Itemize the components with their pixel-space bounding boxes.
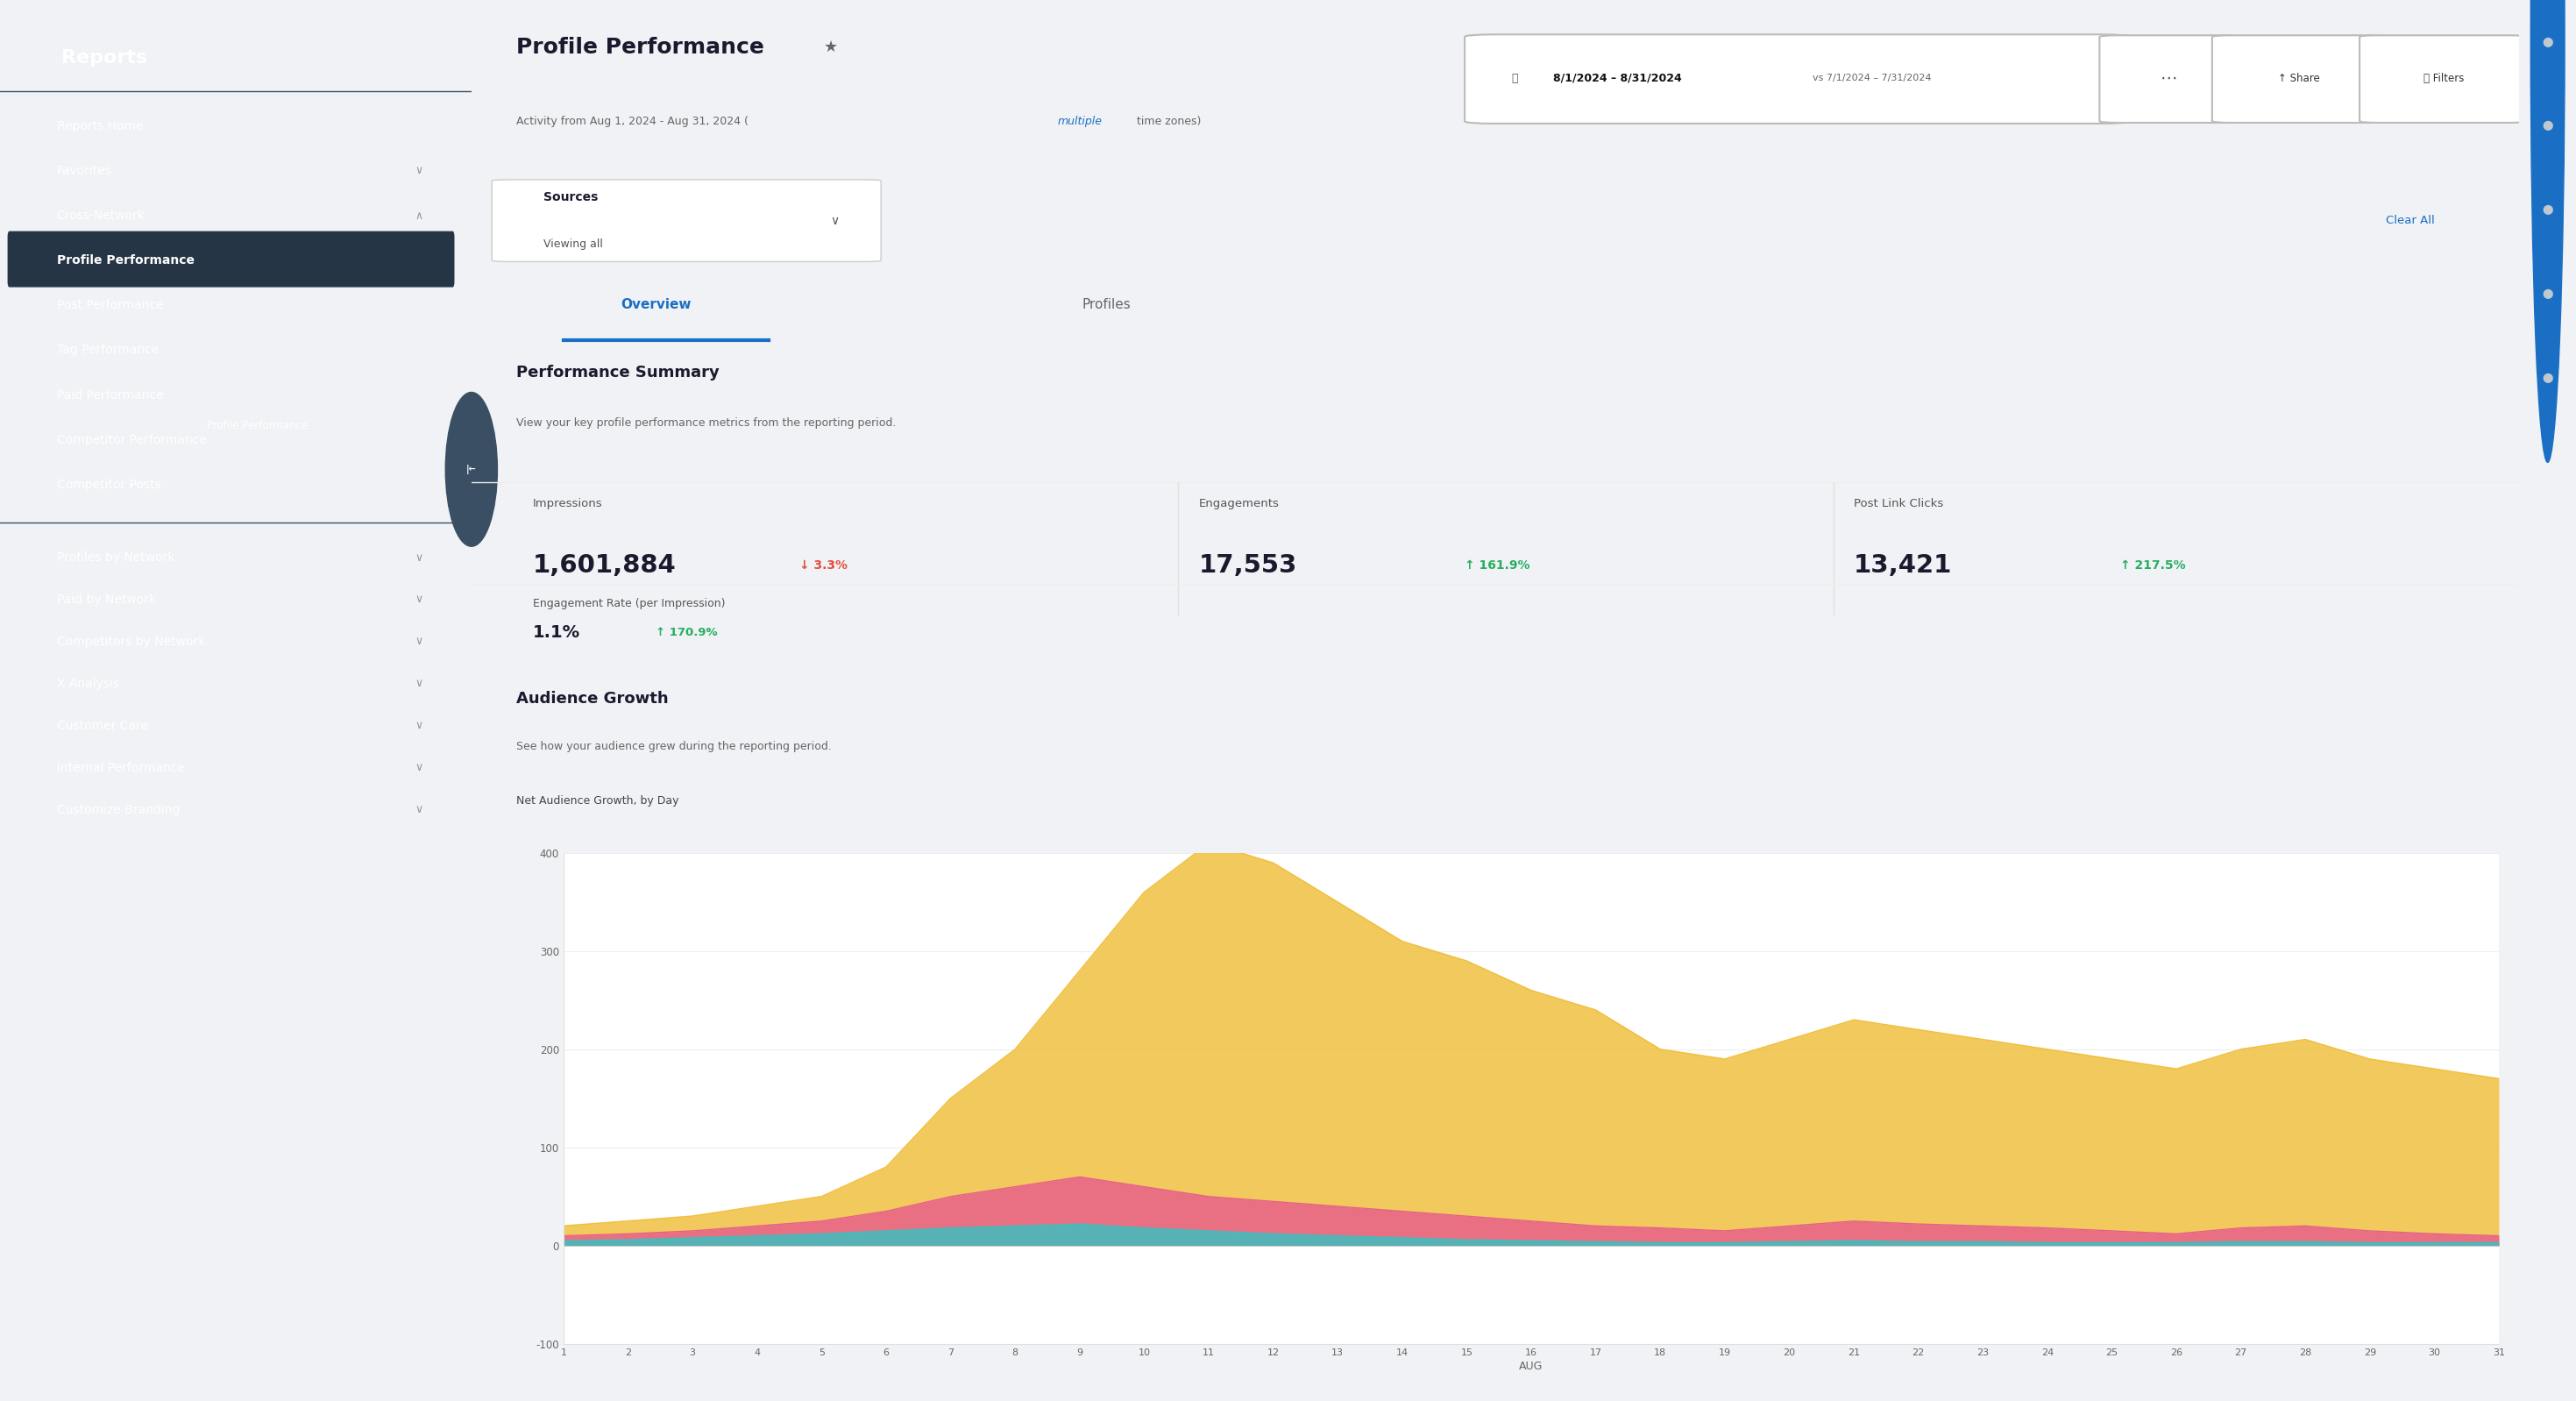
- Text: Post Performance: Post Performance: [57, 300, 162, 311]
- Text: ⬤: ⬤: [2543, 205, 2553, 216]
- Circle shape: [2530, 0, 2566, 462]
- Text: Overview: Overview: [621, 298, 690, 311]
- Text: ⋯: ⋯: [2161, 70, 2177, 87]
- Text: Engagements: Engagements: [1198, 497, 1278, 509]
- FancyBboxPatch shape: [2360, 35, 2527, 123]
- Text: ↑ Share: ↑ Share: [2277, 73, 2321, 84]
- Text: ∧: ∧: [415, 210, 422, 221]
- Text: ↓ 3.3%: ↓ 3.3%: [799, 559, 848, 572]
- Text: Profile Performance: Profile Performance: [206, 420, 309, 432]
- Text: Competitor Posts: Competitor Posts: [57, 479, 160, 490]
- Text: Profile Performance: Profile Performance: [515, 36, 765, 57]
- Text: View your key profile performance metrics from the reporting period.: View your key profile performance metric…: [515, 417, 896, 429]
- Text: 17,553: 17,553: [1198, 553, 1296, 577]
- Text: Favorites: Favorites: [57, 165, 111, 177]
- Text: ↑ 161.9%: ↑ 161.9%: [1466, 559, 1530, 572]
- Text: Activity from Aug 1, 2024 - Aug 31, 2024 (: Activity from Aug 1, 2024 - Aug 31, 2024…: [515, 115, 750, 126]
- Text: Net Audience Growth, by Day: Net Audience Growth, by Day: [515, 796, 680, 807]
- Text: Impressions: Impressions: [533, 497, 603, 509]
- FancyBboxPatch shape: [1466, 35, 2130, 123]
- Text: Sources: Sources: [544, 192, 598, 203]
- Text: 1,601,884: 1,601,884: [533, 553, 677, 577]
- Text: vs 7/1/2024 – 7/31/2024: vs 7/1/2024 – 7/31/2024: [1814, 74, 1932, 83]
- Text: Clear All: Clear All: [2385, 214, 2434, 227]
- FancyBboxPatch shape: [2099, 35, 2239, 123]
- Text: Internal Performance: Internal Performance: [57, 762, 185, 773]
- Text: See how your audience grew during the reporting period.: See how your audience grew during the re…: [515, 741, 832, 752]
- Text: Audience Growth: Audience Growth: [515, 691, 670, 706]
- FancyBboxPatch shape: [2213, 35, 2385, 123]
- Text: Reports: Reports: [62, 49, 147, 67]
- Text: Tag Performance: Tag Performance: [57, 345, 160, 356]
- Text: ∨: ∨: [415, 552, 422, 563]
- Text: ∨: ∨: [415, 720, 422, 731]
- Text: ∨: ∨: [415, 594, 422, 605]
- Text: Engagement Rate (per Impression): Engagement Rate (per Impression): [533, 598, 726, 609]
- Text: ↑ 170.9%: ↑ 170.9%: [657, 628, 719, 639]
- Text: Profiles: Profiles: [1082, 298, 1131, 311]
- Text: 13,421: 13,421: [1855, 553, 1953, 577]
- Text: Profile Performance: Profile Performance: [57, 255, 193, 266]
- Text: ⬤: ⬤: [2543, 289, 2553, 300]
- Text: Post Link Clicks: Post Link Clicks: [1855, 497, 1942, 509]
- Text: ↑ 217.5%: ↑ 217.5%: [2120, 559, 2184, 572]
- Text: |←: |←: [466, 465, 477, 474]
- Text: Paid Performance: Paid Performance: [57, 389, 162, 401]
- Circle shape: [446, 392, 497, 546]
- Text: ∨: ∨: [415, 678, 422, 689]
- Text: ∨: ∨: [415, 804, 422, 815]
- FancyBboxPatch shape: [492, 179, 881, 262]
- Text: ⧉ Filters: ⧉ Filters: [2424, 73, 2463, 84]
- Text: Paid by Network: Paid by Network: [57, 594, 155, 605]
- Text: Competitors by Network: Competitors by Network: [57, 636, 206, 647]
- Text: Customize Branding: Customize Branding: [57, 804, 180, 815]
- Text: ⬤: ⬤: [2543, 373, 2553, 384]
- Text: Viewing all: Viewing all: [544, 238, 603, 249]
- Text: 📅: 📅: [1512, 73, 1517, 84]
- Text: 8/1/2024 – 8/31/2024: 8/1/2024 – 8/31/2024: [1553, 73, 1682, 84]
- Text: time zones): time zones): [1133, 115, 1200, 126]
- Text: Profiles by Network: Profiles by Network: [57, 552, 175, 563]
- Text: Cross-Network: Cross-Network: [57, 210, 144, 221]
- Text: ∨: ∨: [415, 636, 422, 647]
- X-axis label: AUG: AUG: [1520, 1360, 1543, 1372]
- Text: ⬤: ⬤: [2543, 36, 2553, 48]
- Text: multiple: multiple: [1056, 115, 1103, 126]
- Text: ∨: ∨: [415, 165, 422, 177]
- Text: ∨: ∨: [415, 762, 422, 773]
- Text: Competitor Performance: Competitor Performance: [57, 434, 206, 446]
- Text: Performance Summary: Performance Summary: [515, 364, 719, 381]
- Text: 1.1%: 1.1%: [533, 625, 580, 642]
- FancyBboxPatch shape: [8, 231, 453, 287]
- Text: Reports Home: Reports Home: [57, 120, 142, 132]
- Text: X Analysis: X Analysis: [57, 678, 118, 689]
- Text: Customer Care: Customer Care: [57, 720, 147, 731]
- Text: ★: ★: [824, 39, 837, 55]
- Text: ⬤: ⬤: [2543, 120, 2553, 132]
- Text: ∨: ∨: [829, 214, 840, 227]
